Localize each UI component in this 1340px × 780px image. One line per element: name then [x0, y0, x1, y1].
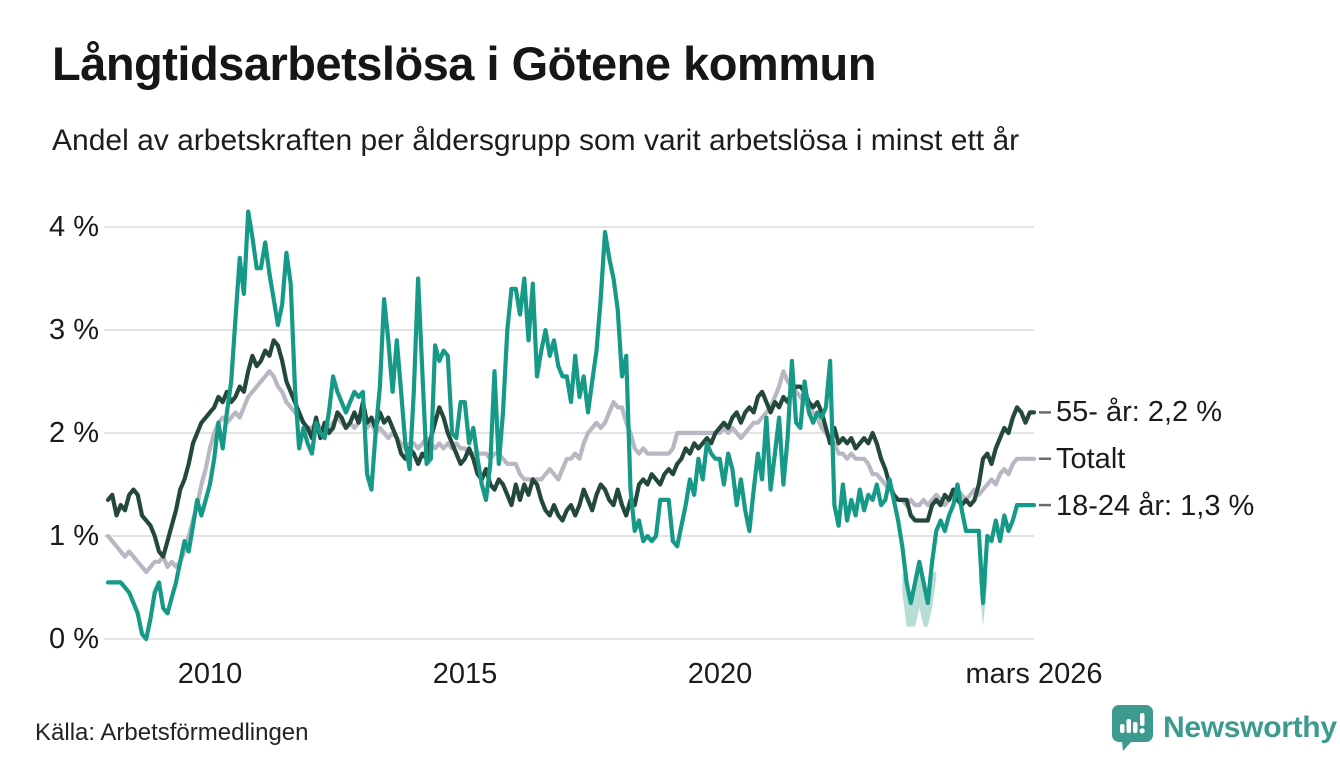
uncertainty-band-1 — [978, 572, 988, 627]
uncertainty-band-0 — [902, 572, 937, 627]
legend-label-totalt: Totalt — [1056, 443, 1126, 475]
legend-label-18-24-ar: 18-24 år: 1,3 % — [1056, 490, 1255, 522]
newsworthy-logo: Newsworthy — [1112, 705, 1337, 751]
newsworthy-logo-icon — [1112, 705, 1153, 751]
series-line-55-r — [105, 338, 1037, 559]
legend-label-55-ar: 55- år: 2,2 % — [1056, 396, 1223, 428]
y-axis-label-1: 1 % — [49, 520, 99, 552]
y-axis-label-3: 3 % — [49, 314, 99, 346]
y-axis-label-0: 0 % — [49, 623, 99, 655]
series-line-18-24-r — [105, 209, 1037, 642]
x-axis-label-2010: 2010 — [177, 658, 243, 690]
series-line-totalt — [105, 369, 1037, 575]
y-axis-label-4: 4 % — [49, 211, 99, 243]
x-axis-label-mars-2026: mars 2026 — [965, 658, 1103, 690]
page-subtitle: Andel av arbetskraften per åldersgrupp s… — [52, 124, 1020, 157]
x-axis-label-2015: 2015 — [432, 658, 498, 690]
y-axis-label-2: 2 % — [49, 417, 99, 449]
newsworthy-brand-text: Newsworthy — [1163, 711, 1337, 744]
x-axis-label-2020: 2020 — [687, 658, 753, 690]
source-note: Källa: Arbetsförmedlingen — [35, 719, 309, 746]
page-title: Långtidsarbetslösa i Götene kommun — [52, 37, 876, 90]
